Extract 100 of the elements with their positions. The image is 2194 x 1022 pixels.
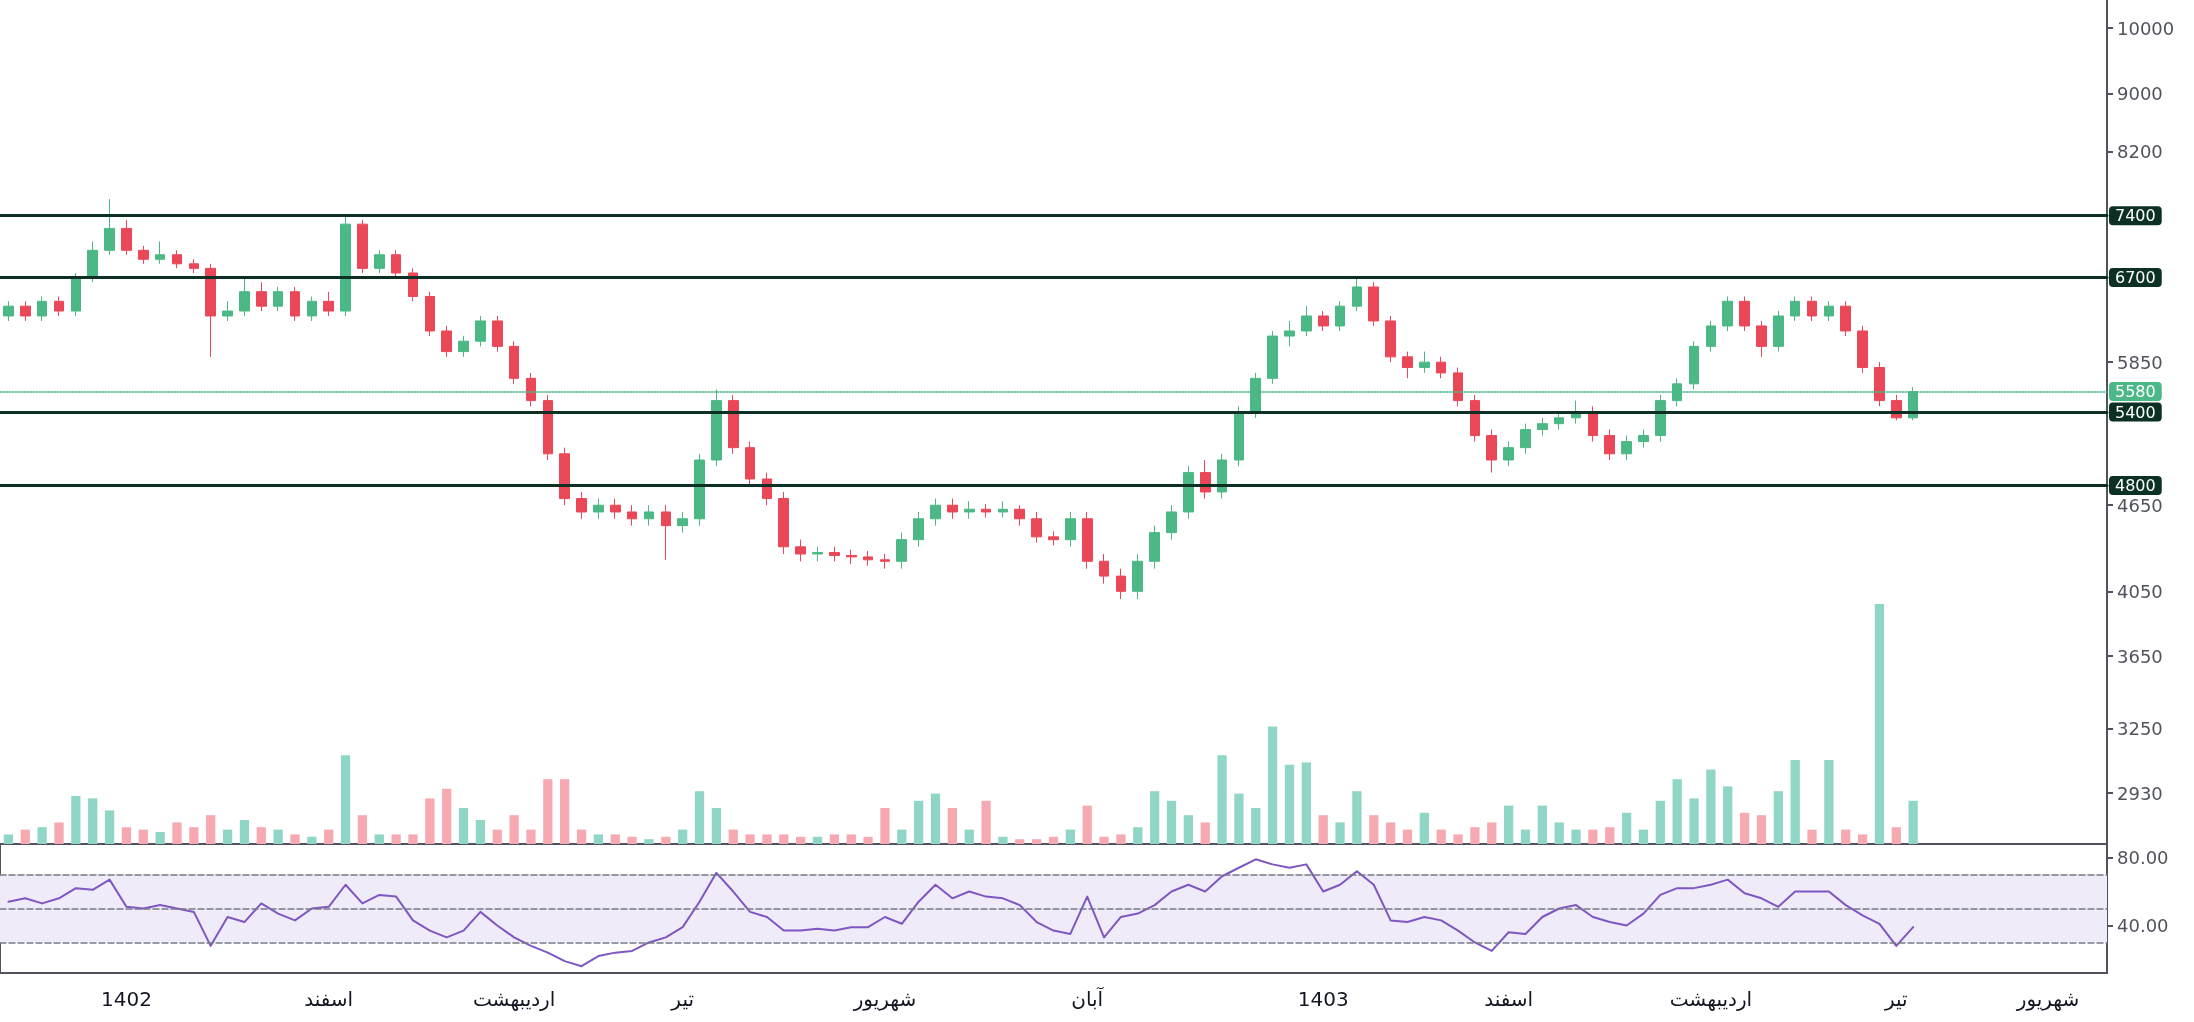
bar — [1234, 793, 1244, 844]
bar — [1385, 822, 1396, 844]
candlestick — [1655, 394, 1666, 443]
candlestick — [475, 315, 486, 347]
bar — [1638, 829, 1649, 844]
y-tick-label: 80.00 — [2117, 847, 2169, 869]
bar — [1352, 791, 1362, 844]
candlestick — [87, 240, 98, 283]
candlestick — [795, 539, 806, 562]
bar — [1436, 829, 1446, 844]
bar — [273, 829, 283, 844]
candlestick — [1048, 530, 1059, 546]
bar — [1166, 800, 1177, 844]
bar — [408, 834, 418, 844]
bar — [1099, 836, 1109, 844]
candlestick — [1824, 300, 1834, 322]
bar — [745, 834, 755, 844]
bar — [1487, 822, 1497, 844]
candlestick — [1453, 367, 1463, 407]
candlestick — [1132, 553, 1143, 600]
bar — [1571, 829, 1581, 844]
bar — [576, 829, 587, 844]
candlestick — [1082, 511, 1093, 570]
candlestick — [20, 300, 31, 322]
bar — [1588, 829, 1598, 844]
bar — [812, 836, 823, 844]
bar — [340, 755, 351, 844]
candlestick — [205, 263, 216, 358]
ref-line-label: 5400 — [2115, 402, 2156, 422]
bar — [1790, 760, 1800, 844]
candlestick — [863, 550, 873, 567]
candlestick — [576, 491, 587, 520]
bar — [1369, 815, 1379, 844]
bar — [256, 827, 266, 844]
bar — [1284, 764, 1295, 844]
candlestick — [1014, 504, 1025, 527]
bar — [1082, 805, 1092, 844]
candlestick — [1486, 429, 1497, 474]
candlestick — [290, 286, 300, 322]
x-tick-label: اردیبهشت — [472, 987, 556, 1011]
ref-line-label: 7400 — [2115, 206, 2156, 226]
candlestick — [880, 553, 890, 570]
bar — [1891, 827, 1901, 844]
ref-line-label: 4800 — [2115, 475, 2156, 495]
bar — [1032, 839, 1042, 844]
candlestick — [1520, 423, 1531, 455]
bar — [442, 788, 452, 844]
bar — [1116, 834, 1126, 844]
bar — [1739, 812, 1750, 844]
bar — [543, 779, 553, 844]
candlestick — [1722, 295, 1733, 332]
bar — [1723, 786, 1733, 844]
candlestick — [1335, 300, 1345, 332]
candlestick — [812, 546, 823, 562]
candlestick — [1419, 351, 1430, 374]
candlestick — [593, 498, 604, 520]
candlestick — [981, 503, 991, 518]
candlestick — [3, 300, 14, 322]
x-tick-label: تیر — [1883, 987, 1908, 1011]
candlestick — [1503, 441, 1514, 467]
candlestick — [1149, 525, 1160, 570]
candlestick — [222, 300, 233, 322]
bar — [290, 834, 300, 844]
y-tick-label: 10000 — [2117, 17, 2175, 39]
candlestick — [1099, 553, 1109, 585]
candlestick — [846, 549, 857, 565]
bar — [425, 798, 435, 844]
x-tick-label: شهریور — [2015, 987, 2080, 1011]
candlestick — [1267, 330, 1278, 385]
candlestick — [1689, 340, 1699, 390]
y-tick-label: 40.00 — [2117, 914, 2169, 936]
candlestick — [778, 491, 789, 555]
bar — [357, 815, 368, 844]
candlestick — [1588, 405, 1598, 443]
ref-line-label: 5580 — [2115, 382, 2156, 402]
candlestick — [1756, 320, 1767, 358]
bar — [981, 800, 991, 844]
bar — [1318, 815, 1328, 844]
bar — [762, 834, 772, 844]
candlestick — [1166, 504, 1177, 541]
bar — [796, 836, 806, 844]
bar — [998, 836, 1008, 844]
candlestick — [37, 295, 47, 322]
y-tick-label: 3650 — [2117, 645, 2163, 667]
bar — [492, 829, 502, 844]
bar — [1857, 834, 1868, 844]
bar — [54, 822, 64, 844]
bar — [779, 834, 789, 844]
bar — [560, 779, 570, 844]
bar — [593, 834, 604, 844]
bar — [1537, 805, 1547, 844]
bar — [1554, 822, 1564, 844]
y-tick-label: 4650 — [2117, 494, 2163, 516]
x-tick-label: تیر — [670, 987, 694, 1011]
candlestick — [1318, 310, 1329, 332]
candlestick — [509, 340, 519, 385]
candlestick — [307, 295, 317, 322]
candlestick — [155, 240, 165, 265]
candlestick — [1436, 356, 1446, 379]
bar — [711, 808, 722, 844]
